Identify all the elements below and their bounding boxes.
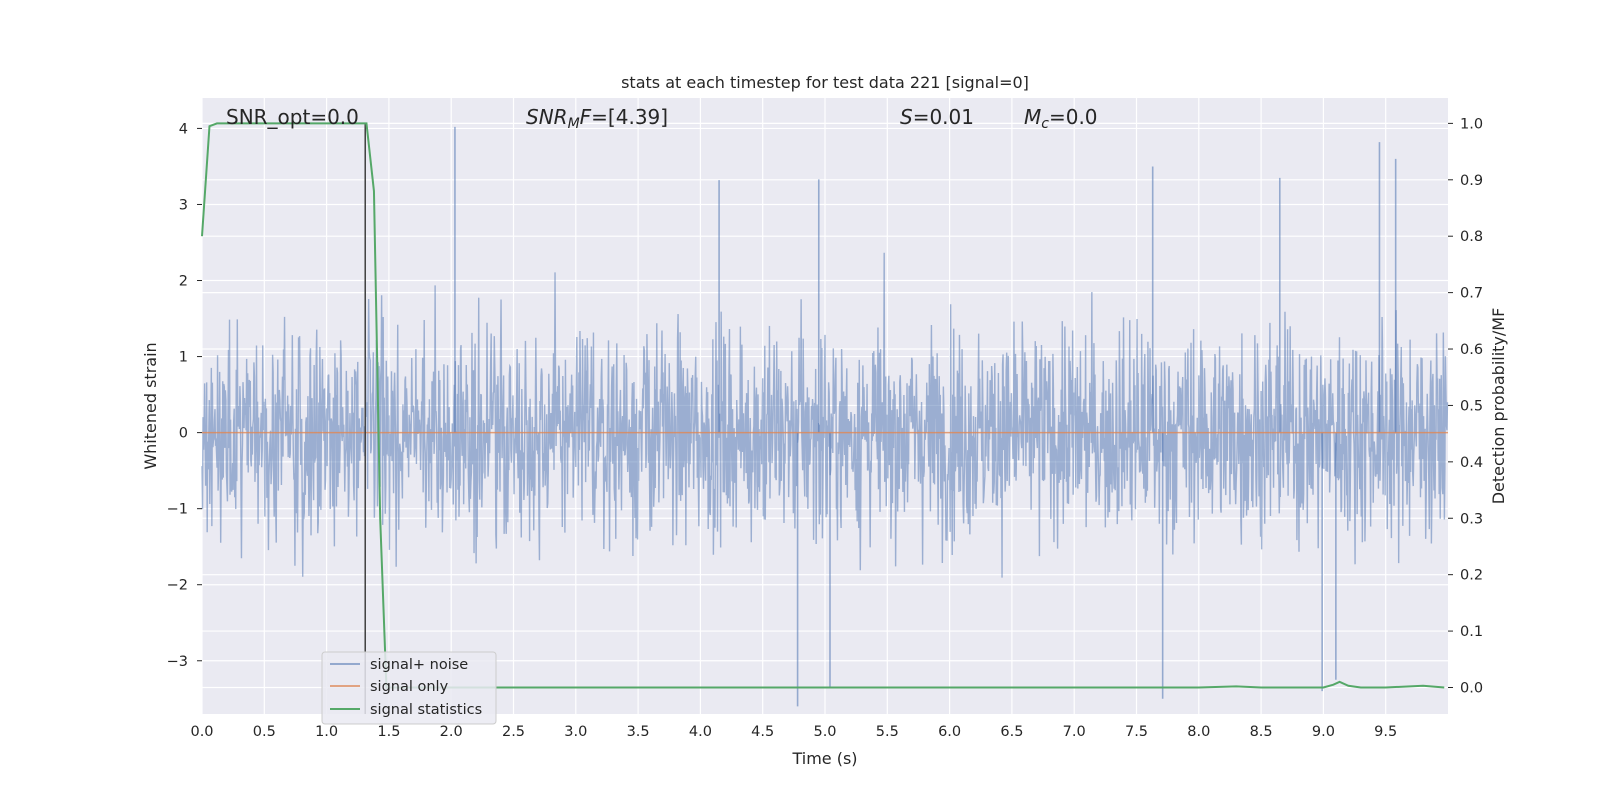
mc-value: =0.0 [1049, 105, 1098, 129]
y2-tick-label: 0.6 [1460, 342, 1483, 358]
legend-label-signal-only: signal only [370, 679, 449, 695]
x-tick-label: 7.5 [1125, 724, 1148, 740]
x-tick-label: 7.0 [1063, 724, 1086, 740]
y-axis-ticks: −3 −2 −1 0 1 2 3 4 [167, 121, 202, 670]
annotation-snr-mf: SNRMF=[4.39] [526, 105, 668, 132]
noise-trace [201, 252, 1449, 578]
y-tick-label: −2 [167, 578, 188, 594]
x-axis-ticks: 0.0 0.5 1.0 1.5 2.0 2.5 3.0 3.5 4.0 4.5 5.0 5.5 6.0 6… [190, 724, 1397, 740]
y2-tick-label: 0.2 [1460, 568, 1483, 584]
y-tick-label: −1 [167, 502, 188, 518]
y2-tick-label: 0.0 [1460, 680, 1483, 696]
y2-axis-label: Detection probability/MF [1489, 308, 1508, 505]
y2-tick-label: 0.9 [1460, 173, 1483, 189]
x-tick-label: 3.0 [564, 724, 587, 740]
y-tick-label: −3 [167, 654, 188, 670]
x-tick-label: 8.0 [1187, 724, 1210, 740]
x-tick-label: 4.5 [751, 724, 774, 740]
legend-box [321, 651, 497, 725]
snr-mf-symbol: SNR [526, 105, 568, 129]
x-tick-label: 1.5 [377, 724, 400, 740]
annotation-mc: Mc=0.0 [1024, 105, 1098, 132]
y2-tick-label: 0.8 [1460, 229, 1483, 245]
x-tick-label: 5.5 [876, 724, 899, 740]
y2-tick-label: 0.5 [1460, 398, 1483, 414]
chart-title: stats at each timestep for test data 221… [621, 73, 1029, 92]
x-tick-label: 6.5 [1000, 724, 1023, 740]
x-axis-label: Time (s) [791, 749, 857, 768]
y-tick-label: 0 [179, 426, 188, 442]
y2-axis-ticks: 0.0 0.1 0.2 0.3 0.4 0.5 0.6 0.7 0.8 0.9 1.0 [1448, 116, 1483, 696]
legend: signal+ noise signal only signal statist… [321, 651, 497, 725]
s-symbol: S [900, 105, 913, 129]
y2-tick-label: 0.1 [1460, 624, 1483, 640]
x-tick-label: 1.0 [315, 724, 338, 740]
annotation-snr-opt: SNR_opt=0.0 [226, 105, 359, 129]
y-axis-label: Whitened strain [141, 342, 160, 469]
y2-tick-label: 0.3 [1460, 511, 1483, 527]
s-value: =0.01 [913, 105, 974, 129]
y-tick-label: 3 [179, 197, 188, 213]
x-tick-label: 3.5 [627, 724, 650, 740]
x-tick-label: 2.0 [440, 724, 463, 740]
x-tick-label: 0.0 [190, 724, 213, 740]
x-tick-label: 4.0 [689, 724, 712, 740]
y2-tick-label: 0.7 [1460, 286, 1483, 302]
x-tick-label: 5.0 [813, 724, 836, 740]
snr-mf-subscript: M [568, 116, 580, 132]
y2-tick-label: 1.0 [1460, 116, 1483, 132]
mc-subscript: c [1041, 116, 1049, 132]
snr-mf-value: =[4.39] [591, 105, 668, 129]
legend-label-signal-noise: signal+ noise [370, 657, 468, 673]
snr-mf-tail: F [580, 105, 592, 129]
y-tick-label: 1 [179, 350, 188, 366]
y2-tick-label: 0.4 [1460, 455, 1483, 471]
x-tick-label: 9.0 [1312, 724, 1335, 740]
x-tick-label: 2.5 [502, 724, 525, 740]
x-tick-label: 6.0 [938, 724, 961, 740]
y-tick-label: 2 [179, 274, 188, 290]
annotation-s: S=0.01 [900, 105, 974, 129]
x-tick-label: 8.5 [1250, 724, 1273, 740]
x-tick-label: 0.5 [253, 724, 276, 740]
legend-label-signal-statistics: signal statistics [370, 702, 482, 718]
y-tick-label: 4 [179, 121, 188, 137]
x-tick-label: 9.5 [1374, 724, 1397, 740]
mc-symbol: M [1024, 105, 1041, 129]
series-signal-noise [201, 126, 1449, 707]
